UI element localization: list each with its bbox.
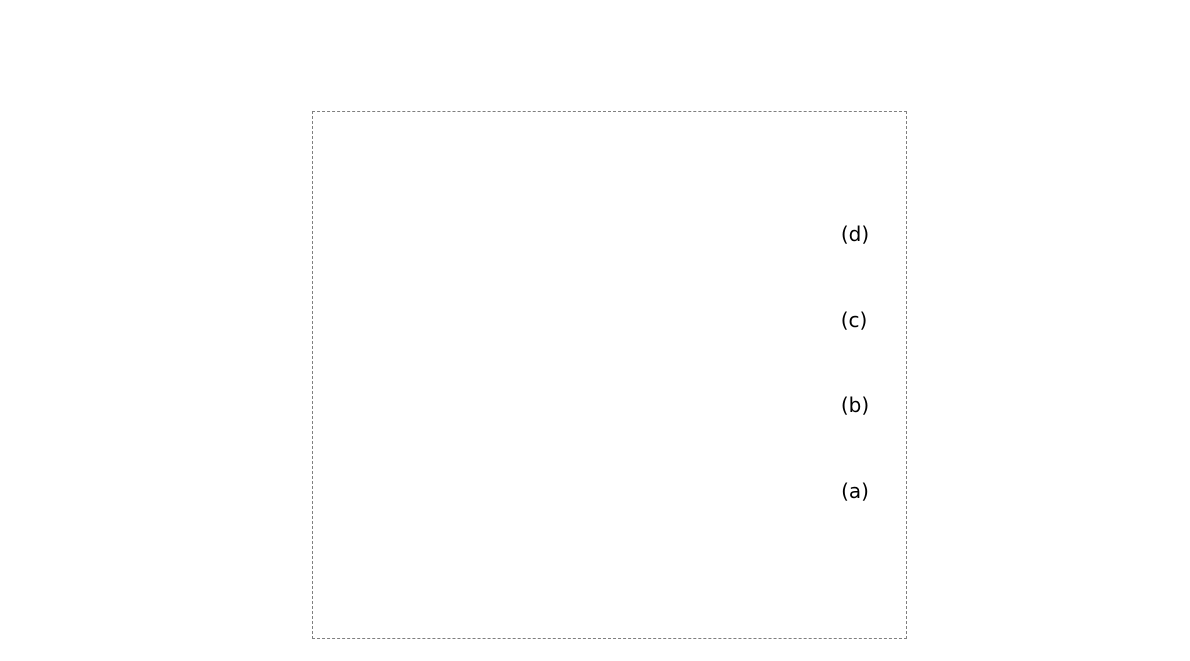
label-c: (c) <box>841 308 868 332</box>
label-d: (d) <box>841 222 869 246</box>
label-a: (a) <box>841 479 869 503</box>
diagram-frame <box>312 111 907 639</box>
label-b: (b) <box>841 393 869 417</box>
